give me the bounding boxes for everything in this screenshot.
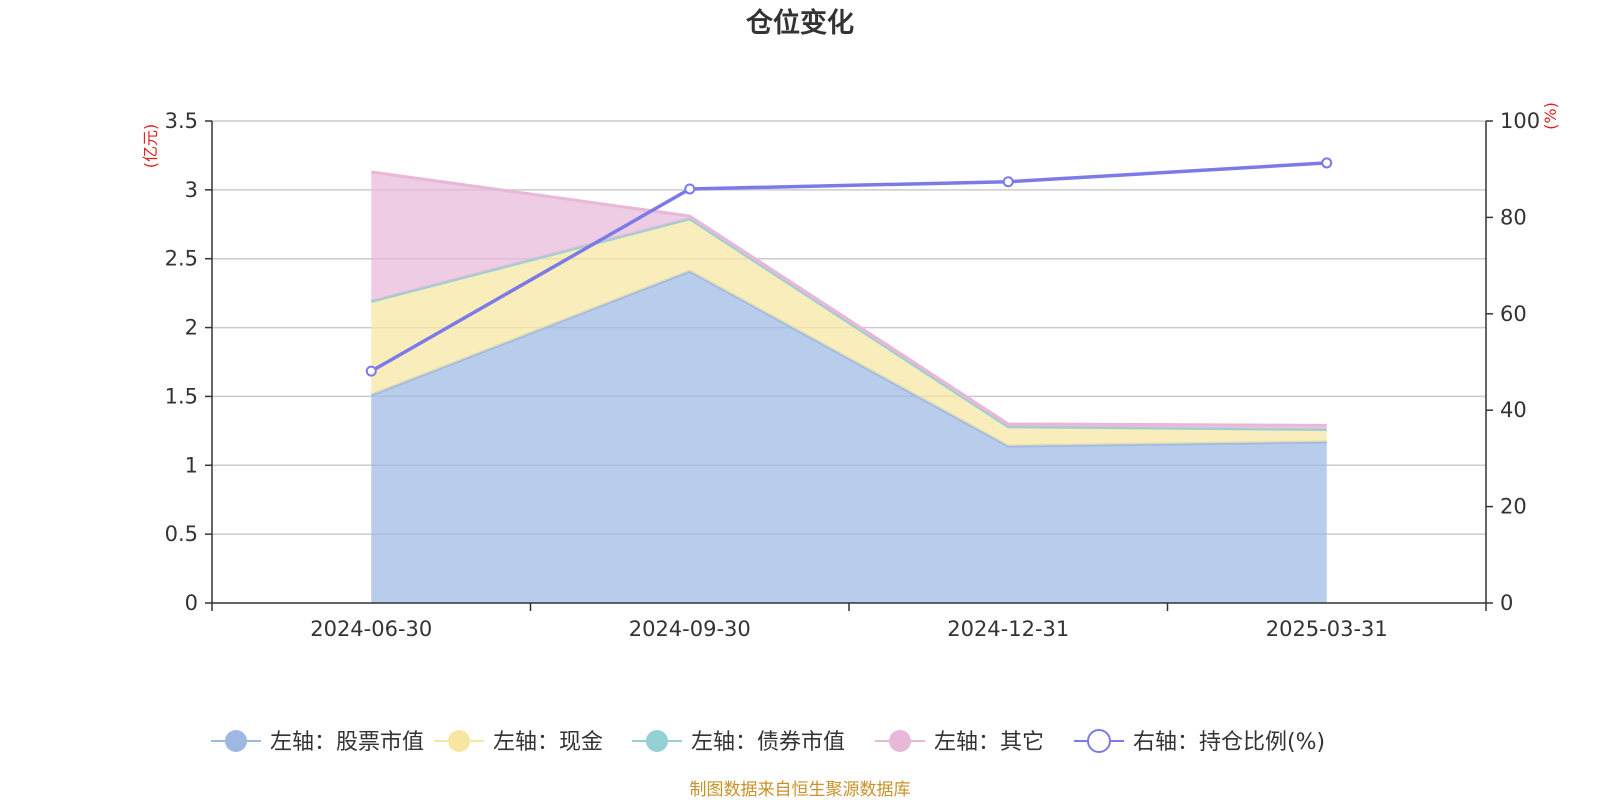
legend-marker [646, 730, 668, 752]
chart-title: 仓位变化 [745, 7, 854, 39]
legend-label: 左轴：股票市值 [270, 730, 424, 755]
ratio-line-layer [365, 157, 1333, 377]
ratio-point [684, 183, 696, 195]
right-axis-ticks: 0 20 40 60 80 100 [1500, 109, 1540, 615]
legend-marker [225, 730, 247, 752]
ratio-point [1321, 157, 1333, 169]
area-edge-左轴：其它 [371, 170, 1327, 427]
area-左轴：股票市值 [371, 271, 1327, 603]
area-左轴：现金 [371, 218, 1327, 447]
ratio-line [370, 161, 1327, 373]
left-tick-label: 2.5 [165, 247, 198, 271]
x-axis-ticks: 2024-06-30 2024-09-30 2024-12-31 2025-03-31 [310, 617, 1388, 641]
legend-item[interactable]: 左轴：现金 [434, 730, 603, 755]
ratio-point [1002, 176, 1014, 188]
right-tick-label: 100 [1500, 109, 1540, 133]
legend-item[interactable]: 右轴：持仓比例(%) [1074, 729, 1325, 755]
left-tick-label: 3 [185, 178, 198, 202]
legend: 左轴：股票市值 左轴：现金 左轴：债券市值 左轴：其它 右轴：持仓比例(%) [211, 729, 1325, 755]
left-tick-label: 1.5 [165, 384, 198, 408]
axes [205, 120, 1493, 611]
left-axis-ticks: 0 0.5 1 1.5 2 2.5 3 3.5 [165, 109, 198, 615]
right-tick-label: 60 [1500, 302, 1527, 326]
right-tick-label: 0 [1500, 591, 1513, 615]
legend-label: 左轴：现金 [493, 730, 603, 755]
legend-label: 右轴：持仓比例(%) [1133, 730, 1325, 755]
legend-item[interactable]: 左轴：债券市值 [632, 730, 845, 755]
left-tick-label: 3.5 [165, 109, 198, 133]
left-tick-label: 0.5 [165, 522, 198, 546]
left-tick-label: 0 [185, 591, 198, 615]
legend-label: 左轴：其它 [934, 730, 1044, 755]
legend-item[interactable]: 左轴：股票市值 [211, 730, 424, 755]
area-layers [370, 170, 1327, 603]
x-tick-label: 2024-09-30 [629, 617, 751, 641]
source-note: 制图数据来自恒生聚源数据库 [690, 780, 911, 800]
legend-marker [448, 730, 470, 752]
left-tick-label: 2 [185, 316, 198, 340]
x-tick-label: 2024-06-30 [310, 617, 432, 641]
ratio-point [365, 365, 377, 377]
legend-item[interactable]: 左轴：其它 [875, 730, 1044, 755]
legend-marker [1087, 729, 1111, 753]
right-axis-unit: (%) [1541, 102, 1560, 130]
legend-label: 左轴：债券市值 [691, 730, 845, 755]
legend-marker [889, 730, 911, 752]
right-tick-label: 80 [1500, 205, 1527, 229]
left-axis-unit: (亿元) [141, 124, 160, 169]
area-edge-左轴：债券市值 [370, 217, 1327, 431]
right-tick-label: 40 [1500, 398, 1527, 422]
x-tick-label: 2025-03-31 [1266, 617, 1388, 641]
left-tick-label: 1 [185, 453, 198, 477]
right-tick-label: 20 [1500, 495, 1527, 519]
x-tick-label: 2024-12-31 [947, 617, 1069, 641]
